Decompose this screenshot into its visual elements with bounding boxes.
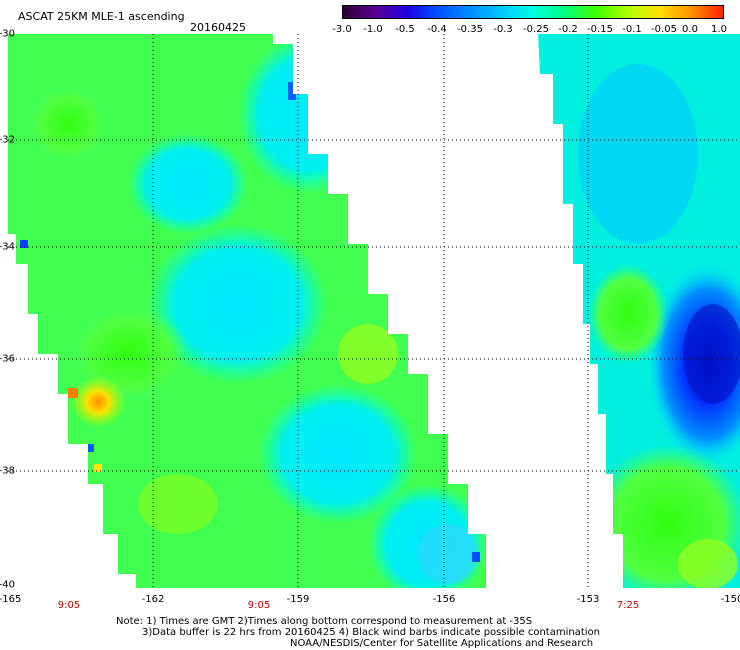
lat-label: -36 xyxy=(0,353,15,365)
lat-label: -38 xyxy=(0,465,15,477)
colorbar-label: -0.35 xyxy=(457,24,483,35)
lon-label: -150 xyxy=(720,594,740,605)
chart-date: 20160425 xyxy=(190,21,246,34)
colorbar-label: -0.3 xyxy=(493,24,513,35)
wind-map xyxy=(8,34,740,588)
time-label: 9:05 xyxy=(57,600,81,611)
lon-label: -153 xyxy=(576,594,600,605)
time-label: 7:25 xyxy=(616,600,640,611)
lon-label: -156 xyxy=(432,594,456,605)
lat-label: -32 xyxy=(0,134,15,146)
colorbar-label: -0.1 xyxy=(622,24,642,35)
colorbar-label: -0.5 xyxy=(395,24,415,35)
lat-label: -34 xyxy=(0,241,15,253)
lon-label: -159 xyxy=(286,594,310,605)
colorbar-label: -0.15 xyxy=(587,24,613,35)
lat-label: -40 xyxy=(0,579,15,591)
colorbar-label: -1.0 xyxy=(363,24,383,35)
colorbar-label: -0.25 xyxy=(523,24,549,35)
colorbar-label: -0.4 xyxy=(427,24,447,35)
time-label: 9:05 xyxy=(247,600,271,611)
right-swath xyxy=(538,34,740,588)
colorbar-label: 0.0 xyxy=(682,24,698,35)
colorbar-label: 1.0 xyxy=(711,24,727,35)
colorbar-labels: -3.0 -1.0 -0.5 -0.4 -0.35 -0.3 -0.25 -0.… xyxy=(0,24,740,38)
colorbar xyxy=(342,5,724,19)
lon-label: -162 xyxy=(141,594,165,605)
colorbar-label: -0.05 xyxy=(651,24,677,35)
graticule xyxy=(8,34,740,588)
colorbar-label: -3.0 xyxy=(332,24,352,35)
lat-label: -30 xyxy=(0,28,15,40)
colorbar-label: -0.2 xyxy=(558,24,578,35)
chart-title: ASCAT 25KM MLE-1 ascending xyxy=(18,10,185,23)
lon-label: -165 xyxy=(0,594,22,605)
note-line-2: 3)Data buffer is 22 hrs from 20160425 4)… xyxy=(142,627,600,638)
note-line-1: Note: 1) Times are GMT 2)Times along bot… xyxy=(116,616,533,627)
note-line-3: NOAA/NESDIS/Center for Satellite Applica… xyxy=(290,638,594,649)
left-swath xyxy=(8,34,486,588)
